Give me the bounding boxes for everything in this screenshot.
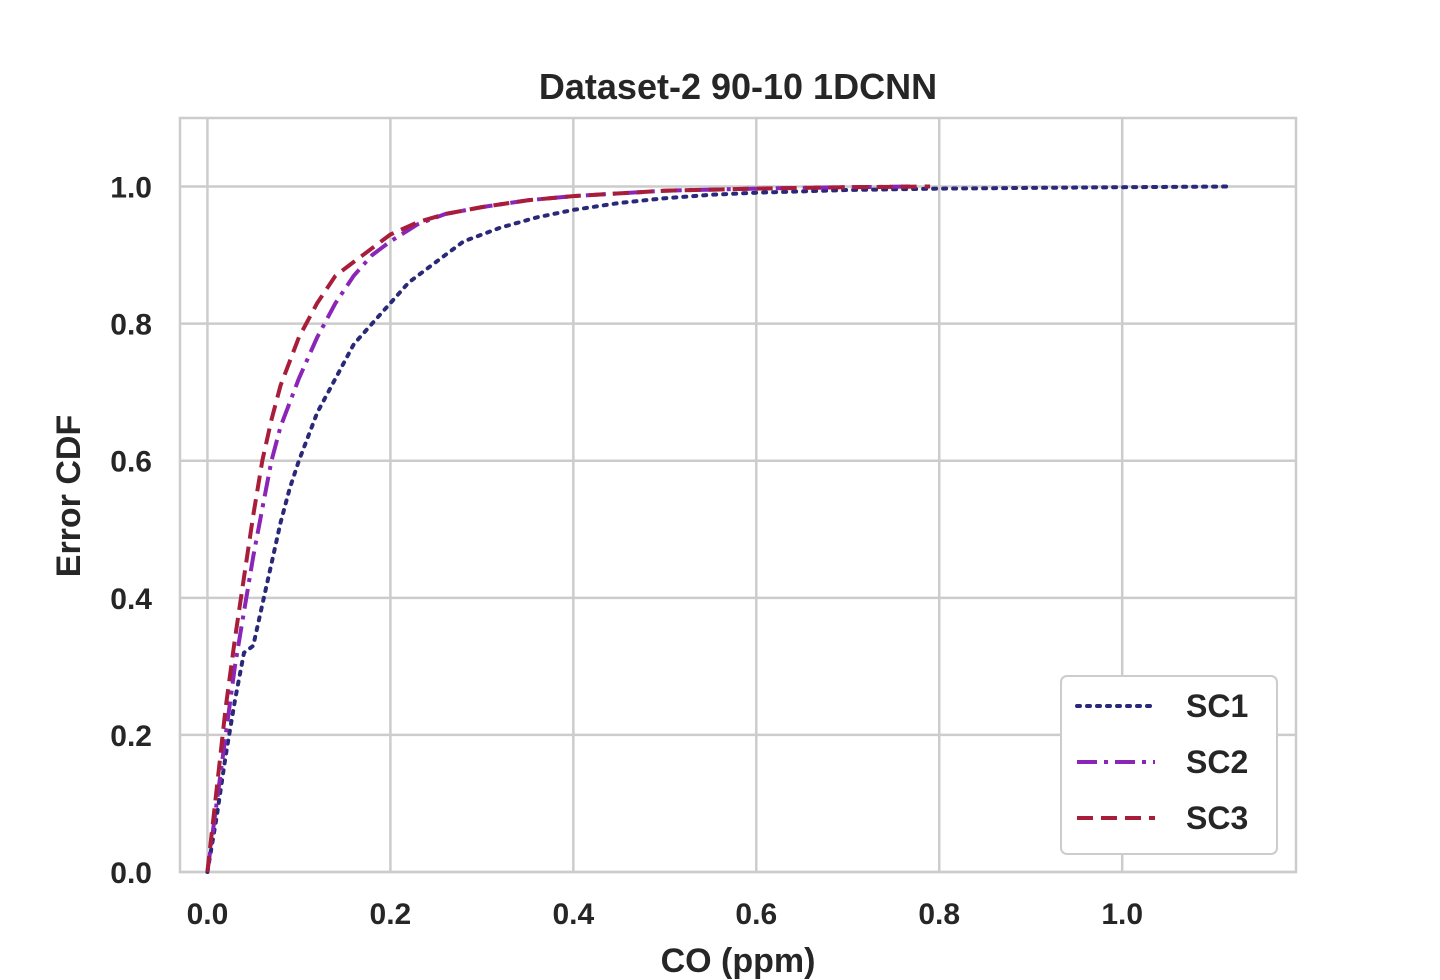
x-axis-label: CO (ppm) bbox=[661, 942, 816, 980]
x-tick-label: 0.0 bbox=[187, 898, 229, 931]
y-tick-label: 0.0 bbox=[110, 857, 152, 890]
legend-label: SC1 bbox=[1186, 688, 1248, 724]
y-tick-labels: 0.0 0.2 0.4 0.6 0.8 1.0 bbox=[110, 172, 152, 890]
legend: SC1 SC2 SC3 bbox=[1060, 675, 1278, 855]
series-line-sc1 bbox=[205, 184, 1234, 874]
y-tick-label: 0.2 bbox=[110, 720, 152, 753]
plot-frame bbox=[178, 116, 1298, 874]
y-tick-label: 0.4 bbox=[110, 583, 152, 616]
x-tick-label: 1.0 bbox=[1101, 898, 1143, 931]
y-tick-label: 0.6 bbox=[110, 446, 152, 479]
x-tick-label: 0.2 bbox=[370, 898, 412, 931]
legend-items: SC1 SC2 SC3 bbox=[1075, 688, 1248, 836]
y-axis-label: Error CDF bbox=[50, 415, 88, 577]
x-tick-label: 0.4 bbox=[552, 898, 594, 931]
chart-title: Dataset-2 90-10 1DCNN bbox=[539, 66, 937, 107]
y-tick-label: 1.0 bbox=[110, 172, 152, 205]
legend-label: SC3 bbox=[1186, 800, 1248, 836]
y-tick-label: 0.8 bbox=[110, 309, 152, 342]
legend-label: SC2 bbox=[1186, 744, 1248, 780]
series-line-sc3 bbox=[205, 184, 931, 873]
x-tick-label: 0.8 bbox=[918, 898, 960, 931]
grid-lines bbox=[180, 118, 1296, 874]
series-layer bbox=[205, 184, 1234, 874]
series-line-sc2 bbox=[205, 184, 912, 873]
legend-box bbox=[1060, 675, 1278, 855]
x-tick-label: 0.6 bbox=[735, 898, 777, 931]
x-tick-labels: 0.0 0.2 0.4 0.6 0.8 1.0 bbox=[187, 898, 1143, 931]
